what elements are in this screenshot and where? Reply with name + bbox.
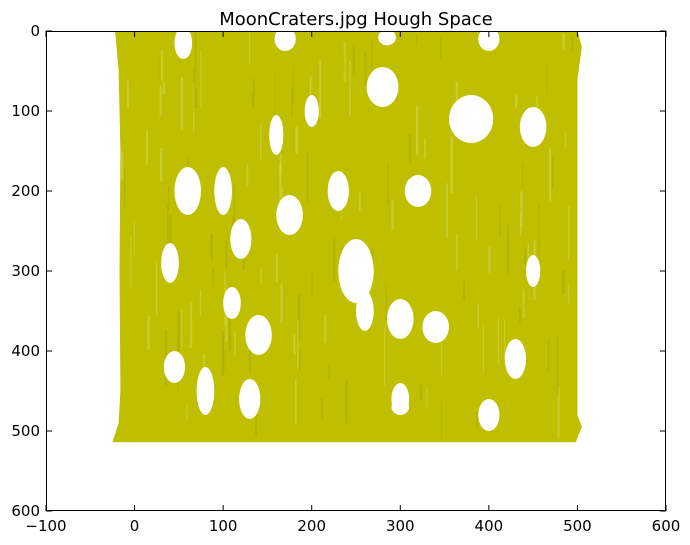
y-tick-label: 400 (11, 342, 40, 360)
hough-gap (174, 31, 193, 59)
plot-area (112, 31, 582, 443)
x-tick-label: 400 (475, 517, 504, 535)
y-tick-label: 100 (11, 102, 40, 120)
hough-gap (404, 175, 432, 207)
hough-gap (356, 291, 374, 331)
x-tick-label: 600 (652, 517, 681, 535)
hough-gap (519, 107, 547, 147)
y-tick-label: 300 (11, 262, 40, 280)
hough-gap (391, 399, 410, 415)
hough-gap (274, 31, 296, 51)
hough-gap (387, 299, 414, 339)
hough-gap (378, 31, 396, 46)
hough-gap (269, 115, 284, 155)
hough-gap (276, 195, 303, 235)
hough-gap (327, 171, 349, 211)
hough-gap (526, 255, 541, 287)
x-tick-label: 300 (386, 517, 415, 535)
x-tick-label: 0 (130, 517, 140, 535)
x-tick-label: 100 (209, 517, 238, 535)
x-axis: −100 0 100 200 300 400 500 600 (25, 31, 680, 535)
hough-gap (449, 95, 494, 143)
x-tick-label: −100 (25, 517, 66, 535)
hough-gap (478, 399, 500, 431)
y-axis: 0 100 200 300 400 500 600 (11, 22, 666, 520)
hough-gap (223, 287, 241, 319)
hough-gap (214, 167, 232, 215)
x-tick-label: 200 (297, 517, 326, 535)
hough-gap (422, 311, 450, 343)
hough-gap (230, 219, 252, 259)
y-tick-label: 500 (11, 422, 40, 440)
streak-texture (120, 31, 574, 439)
hough-gap (338, 239, 374, 303)
hough-gap (245, 315, 272, 355)
x-tick-label: 500 (563, 517, 592, 535)
hough-gap (196, 367, 215, 415)
hough-gap (504, 339, 527, 379)
y-tick-label: 200 (11, 182, 40, 200)
hough-gap (304, 95, 319, 127)
hough-gap (239, 379, 261, 419)
y-tick-label: 600 (11, 502, 40, 520)
hough-gap (161, 243, 179, 283)
y-tick-label: 0 (30, 22, 40, 40)
hough-gap (478, 31, 500, 51)
hough-gap (163, 351, 186, 383)
hough-gap (366, 67, 399, 107)
hough-gap (174, 167, 201, 215)
chart-title: MoonCraters.jpg Hough Space (219, 9, 493, 30)
